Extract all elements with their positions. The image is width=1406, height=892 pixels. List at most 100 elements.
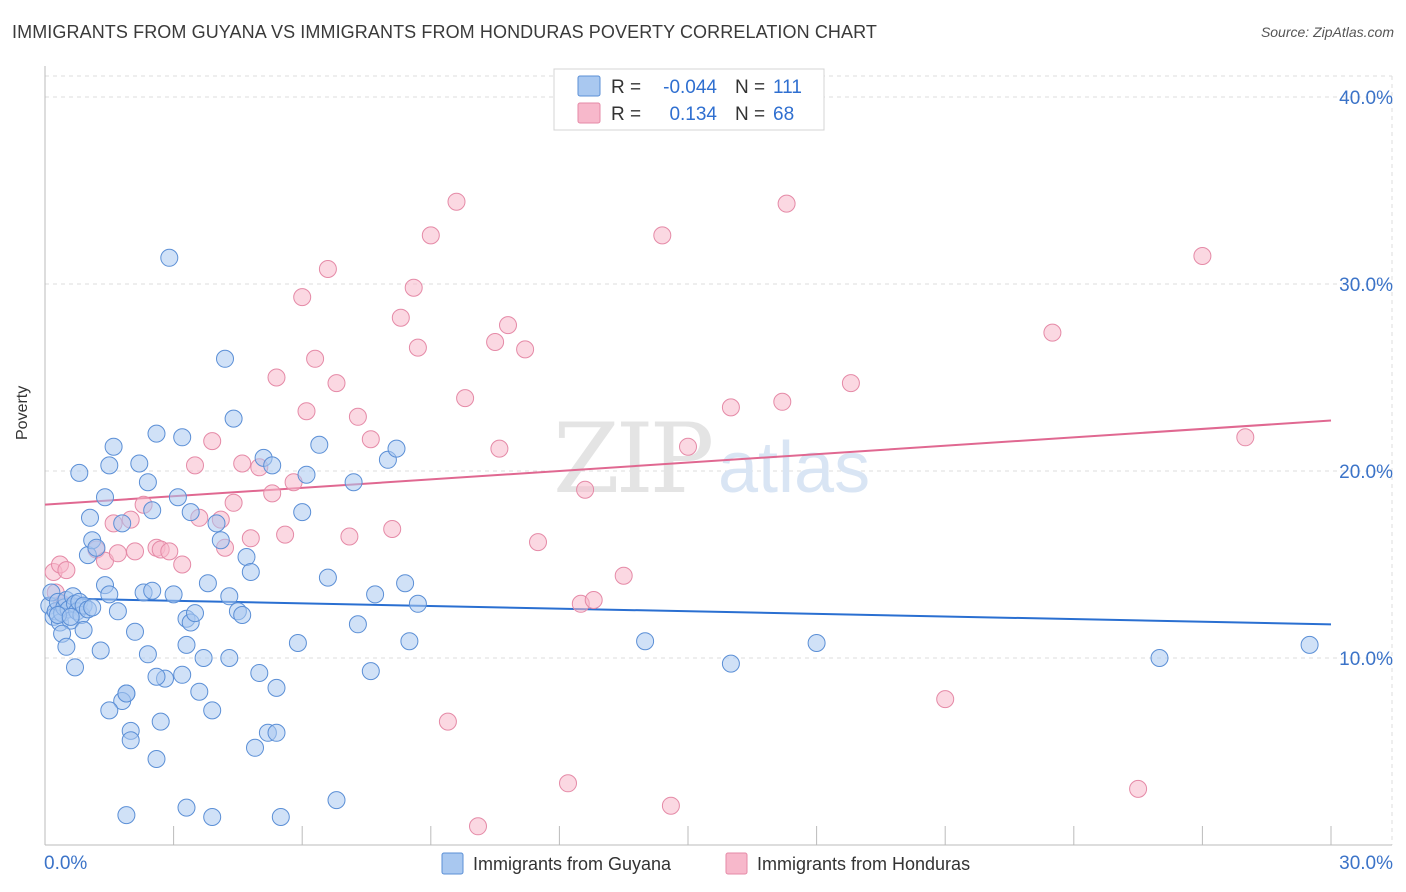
guyana-point xyxy=(70,463,89,482)
honduras-point xyxy=(297,402,316,421)
guyana-point xyxy=(143,581,162,600)
guyana-point xyxy=(636,632,655,651)
guyana-point xyxy=(400,632,419,651)
guyana-point xyxy=(207,514,226,533)
honduras-point xyxy=(361,430,380,449)
guyana-point xyxy=(194,649,213,667)
honduras-point xyxy=(499,316,517,335)
honduras-point xyxy=(456,389,475,408)
guyana-point xyxy=(297,465,316,484)
legend-r-value-1: -0.044 xyxy=(663,77,717,98)
guyana-point xyxy=(151,712,170,731)
guyana-point xyxy=(126,622,144,641)
legend-swatch-guyana xyxy=(577,75,601,97)
guyana-point xyxy=(81,508,99,527)
guyana-point xyxy=(181,503,200,522)
honduras-points xyxy=(44,192,1255,836)
guyana-point xyxy=(807,634,826,652)
guyana-trend-line xyxy=(44,597,1332,626)
honduras-point xyxy=(224,493,243,512)
guyana-point xyxy=(211,531,230,550)
guyana-point xyxy=(177,798,196,817)
guyana-point xyxy=(143,501,162,520)
honduras-point xyxy=(203,432,222,451)
series-legend: Immigrants from Guyana Immigrants from H… xyxy=(441,852,970,875)
guyana-point xyxy=(100,585,119,604)
honduras-point xyxy=(438,712,457,731)
honduras-point xyxy=(584,591,603,609)
guyana-point xyxy=(408,594,427,613)
guyana-point xyxy=(177,635,196,654)
guyana-point xyxy=(1150,649,1169,667)
guyana-point xyxy=(246,738,264,757)
guyana-point xyxy=(91,641,110,660)
guyana-point xyxy=(160,248,179,267)
honduras-point xyxy=(276,525,295,544)
honduras-point xyxy=(186,456,204,475)
honduras-point xyxy=(679,437,697,456)
guyana-point xyxy=(130,454,149,473)
honduras-trend-line xyxy=(44,419,1332,506)
guyana-point xyxy=(138,645,157,664)
guyana-point xyxy=(173,428,192,447)
guyana-point xyxy=(173,665,192,684)
honduras-point xyxy=(241,529,260,548)
guyana-point xyxy=(138,473,157,492)
watermark-atlas: atlas xyxy=(718,428,870,508)
legend-swatch-honduras xyxy=(577,102,601,124)
honduras-point xyxy=(1043,323,1062,342)
guyana-point xyxy=(396,574,415,593)
guyana-point xyxy=(250,664,269,682)
honduras-point xyxy=(263,484,282,503)
legend-n-label-1: N = xyxy=(735,77,765,98)
honduras-point xyxy=(529,533,547,552)
x-tick-label-min: 0.0% xyxy=(44,853,87,874)
honduras-point xyxy=(777,194,796,213)
honduras-point xyxy=(408,338,427,357)
guyana-point xyxy=(100,456,119,475)
honduras-point xyxy=(653,226,672,245)
honduras-point xyxy=(348,407,367,426)
legend-bottom-label-honduras: Immigrants from Honduras xyxy=(757,854,970,874)
guyana-point xyxy=(233,606,252,624)
guyana-point xyxy=(186,604,204,623)
guyana-point xyxy=(288,634,307,652)
honduras-point xyxy=(1236,428,1255,447)
honduras-point xyxy=(126,542,144,561)
guyana-point xyxy=(108,602,127,621)
y-tick-label: 10.0% xyxy=(1339,649,1393,670)
guyana-point xyxy=(1300,635,1319,654)
honduras-point xyxy=(108,544,127,563)
trend-lines xyxy=(44,419,1332,626)
guyana-point xyxy=(198,574,217,593)
guyana-point xyxy=(83,598,102,617)
honduras-point xyxy=(841,374,860,393)
guyana-point xyxy=(147,750,166,768)
guyana-point xyxy=(147,667,166,686)
honduras-point xyxy=(340,527,359,546)
guyana-point xyxy=(66,658,84,677)
guyana-point xyxy=(271,808,290,826)
honduras-point xyxy=(404,278,423,297)
guyana-point xyxy=(57,637,76,656)
honduras-point xyxy=(173,555,192,574)
guyana-point xyxy=(168,488,187,507)
honduras-point xyxy=(721,398,740,417)
chart-title: IMMIGRANTS FROM GUYANA VS IMMIGRANTS FRO… xyxy=(12,22,878,42)
guyana-point xyxy=(190,682,209,701)
guyana-point xyxy=(293,503,312,522)
legend-bottom-swatch-honduras xyxy=(725,852,748,875)
honduras-point xyxy=(576,480,595,499)
guyana-point xyxy=(224,409,243,428)
honduras-point xyxy=(267,368,286,387)
honduras-point xyxy=(559,774,577,793)
y-tick-label: 40.0% xyxy=(1339,88,1393,109)
honduras-point xyxy=(469,817,487,836)
watermark: ZIP atlas xyxy=(553,403,870,515)
honduras-point xyxy=(773,392,792,411)
honduras-point xyxy=(661,796,680,815)
guyana-point xyxy=(203,808,222,826)
honduras-point xyxy=(936,690,955,709)
guyana-point xyxy=(203,701,222,720)
